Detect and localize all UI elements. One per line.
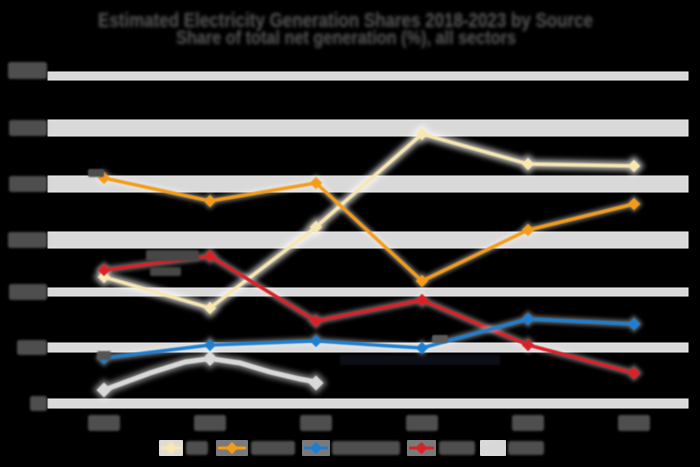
svg-text:Share of total net generation: Share of total net generation (%), all s… xyxy=(176,28,516,49)
svg-text:Estimated Electricity Generati: Estimated Electricity Generation Shares … xyxy=(98,10,593,32)
